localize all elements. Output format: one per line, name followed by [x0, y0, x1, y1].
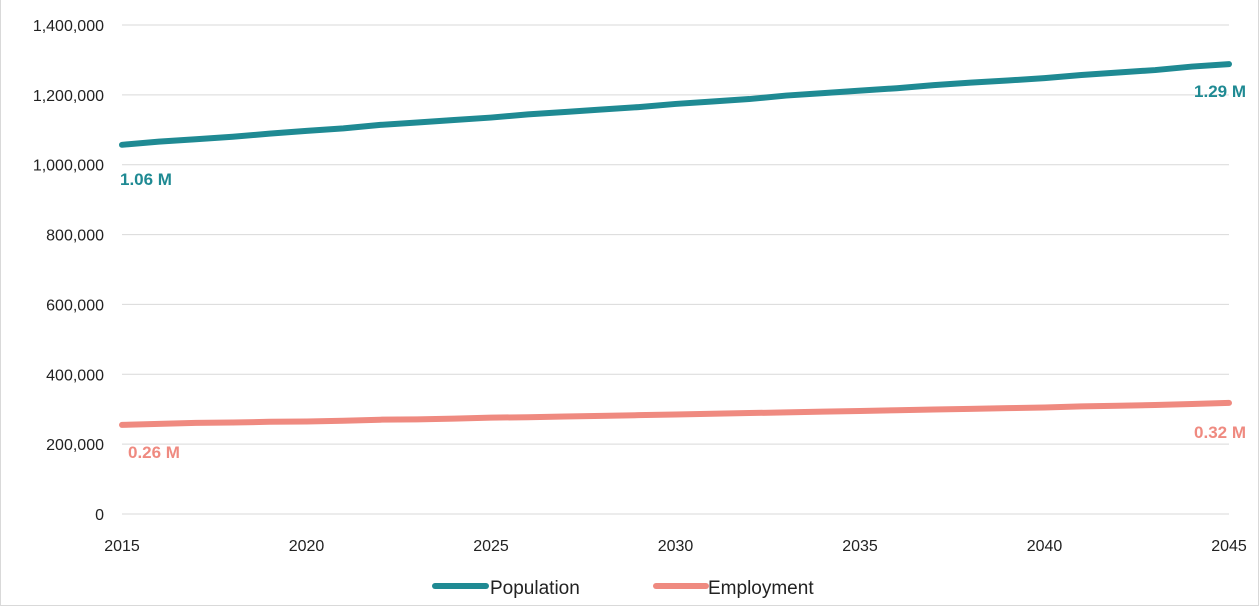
data-point-population — [969, 81, 973, 85]
data-point-employment — [858, 409, 862, 413]
x-tick-label: 2035 — [842, 538, 878, 555]
data-point-employment — [157, 422, 161, 426]
y-tick-label: 0 — [95, 507, 104, 524]
data-point-population — [194, 137, 198, 141]
data-point-population — [526, 113, 530, 117]
data-point-population — [489, 116, 493, 120]
data-point-employment — [1227, 401, 1231, 405]
data-point-population — [1117, 71, 1121, 75]
data-point-employment — [305, 420, 309, 424]
data-point-population — [415, 121, 419, 125]
data-point-population — [379, 123, 383, 127]
data-point-population — [784, 94, 788, 98]
y-tick-label: 1,000,000 — [33, 158, 104, 175]
data-point-employment — [674, 413, 678, 417]
legend-label-employment: Employment — [708, 578, 814, 599]
data-label-end: 1.29 M — [1194, 82, 1246, 101]
data-label-end: 0.32 M — [1194, 423, 1246, 442]
data-point-population — [342, 127, 346, 131]
series-line-employment — [119, 399, 1232, 428]
data-point-employment — [969, 407, 973, 411]
data-point-employment — [379, 418, 383, 422]
data-point-employment — [342, 419, 346, 423]
data-label-start: 0.26 M — [128, 443, 180, 462]
data-point-population — [821, 91, 825, 95]
y-tick-label: 800,000 — [46, 228, 104, 245]
data-point-employment — [231, 421, 235, 425]
data-point-population — [1080, 73, 1084, 77]
data-point-employment — [895, 408, 899, 412]
data-point-employment — [268, 420, 272, 424]
data-point-employment — [415, 418, 419, 422]
x-tick-label: 2030 — [658, 538, 694, 555]
data-point-employment — [1080, 405, 1084, 409]
data-point-employment — [821, 410, 825, 414]
data-point-population — [637, 105, 641, 109]
x-tick-label: 2040 — [1027, 538, 1063, 555]
x-tick-label: 2020 — [289, 538, 325, 555]
data-point-population — [268, 132, 272, 136]
data-point-population — [858, 89, 862, 93]
data-point-population — [120, 143, 124, 147]
series-line-population — [119, 61, 1232, 148]
data-point-population — [1006, 79, 1010, 83]
data-point-employment — [932, 408, 936, 412]
data-point-population — [231, 135, 235, 139]
data-point-population — [563, 110, 567, 114]
data-label-start: 1.06 M — [120, 170, 172, 189]
data-point-employment — [1190, 402, 1194, 406]
data-point-employment — [748, 411, 752, 415]
data-point-employment — [637, 413, 641, 417]
data-point-population — [748, 97, 752, 101]
data-point-population — [1153, 68, 1157, 72]
data-point-population — [1190, 65, 1194, 69]
data-point-population — [305, 129, 309, 133]
data-point-employment — [600, 414, 604, 418]
data-point-employment — [784, 411, 788, 415]
data-point-employment — [711, 412, 715, 416]
y-tick-label: 1,200,000 — [33, 88, 104, 105]
data-point-population — [1227, 62, 1231, 66]
y-tick-label: 400,000 — [46, 367, 104, 384]
data-point-employment — [563, 415, 567, 419]
data-point-population — [1043, 76, 1047, 80]
x-tick-label: 2025 — [473, 538, 509, 555]
y-tick-label: 200,000 — [46, 437, 104, 454]
data-point-population — [711, 100, 715, 104]
data-point-employment — [489, 416, 493, 420]
y-tick-label: 600,000 — [46, 297, 104, 314]
data-point-employment — [1043, 406, 1047, 410]
data-point-employment — [1006, 406, 1010, 410]
data-point-employment — [1153, 403, 1157, 407]
data-point-employment — [120, 423, 124, 427]
x-tick-label: 2045 — [1211, 538, 1247, 555]
x-tick-label: 2015 — [104, 538, 140, 555]
data-point-population — [895, 86, 899, 90]
data-point-population — [600, 108, 604, 112]
data-point-employment — [526, 415, 530, 419]
data-point-population — [157, 140, 161, 144]
y-tick-label: 1,400,000 — [33, 18, 104, 35]
data-point-population — [932, 83, 936, 87]
data-point-employment — [1117, 404, 1121, 408]
data-point-employment — [452, 417, 456, 421]
data-point-population — [452, 118, 456, 122]
data-point-population — [674, 102, 678, 106]
legend-label-population: Population — [490, 578, 580, 599]
data-point-employment — [194, 421, 198, 425]
